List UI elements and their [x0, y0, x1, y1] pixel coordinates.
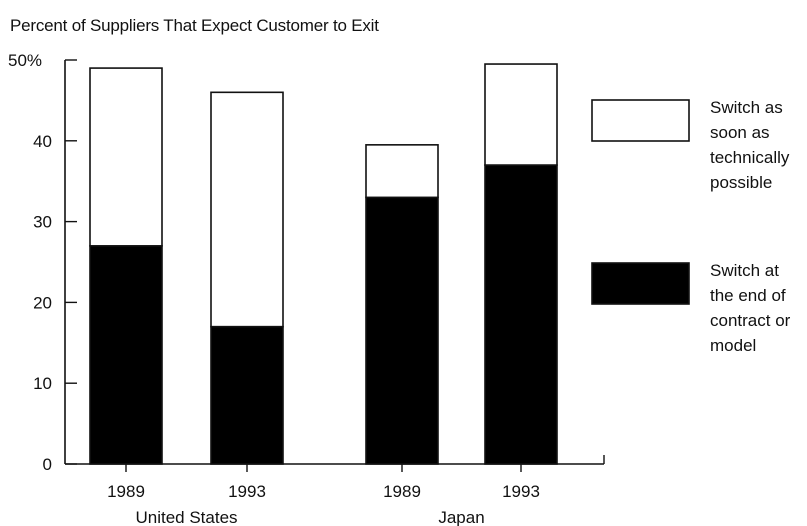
legend-swatch [591, 262, 690, 305]
group-label: Japan [438, 508, 484, 526]
x-tick-label: 1989 [107, 482, 145, 501]
y-tick-label: 10 [33, 374, 52, 393]
y-tick-label: 40 [33, 132, 52, 151]
chart-title: Percent of Suppliers That Expect Custome… [10, 16, 379, 35]
y-tick-label: 50% [8, 51, 42, 70]
bar-segment-end-of-contract [484, 164, 558, 465]
legend-swatch [591, 99, 690, 142]
bar-segment-asap [484, 63, 558, 166]
bar-segment-asap [89, 67, 163, 247]
y-tick-label: 20 [33, 293, 52, 312]
x-tick-label: 1989 [383, 482, 421, 501]
bar-segment-end-of-contract [89, 245, 163, 465]
x-tick-label: 1993 [228, 482, 266, 501]
legend-label: Switch at the end of contract or model [710, 261, 791, 355]
bar-segment-asap [210, 91, 284, 328]
y-tick-label: 30 [33, 213, 52, 232]
x-tick-label: 1993 [502, 482, 540, 501]
bar-segment-end-of-contract [210, 325, 284, 465]
bar-segment-asap [365, 144, 439, 199]
y-tick-label: 0 [43, 455, 52, 474]
bar-segment-end-of-contract [365, 196, 439, 465]
legend-label: Switch as soon as technically possible [710, 98, 790, 192]
group-label: United States [135, 508, 237, 526]
